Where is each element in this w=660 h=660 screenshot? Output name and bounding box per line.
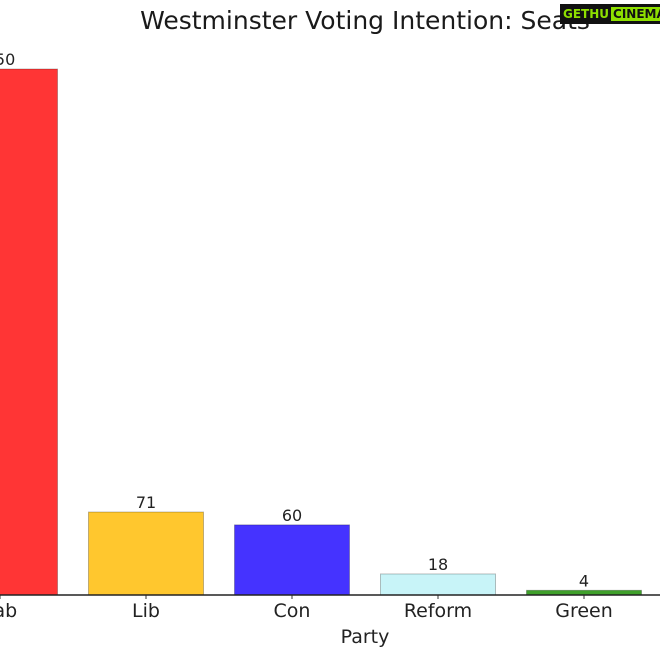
value-label-green: 4 [579,571,589,590]
value-label-lab: 450 [0,50,15,69]
bar-reform [380,573,496,596]
value-label-lib: 71 [136,493,156,512]
x-axis-label: Party [340,626,390,648]
x-tick-label-reform: Reform [404,600,472,622]
x-tick-label-lib: Lib [132,600,160,622]
watermark-text-right: CINEMA [611,7,660,21]
bars-group [0,68,642,596]
bar-lab [0,68,58,596]
chart-title: Westminster Voting Intention: Seats [140,6,590,35]
x-tick-label-green: Green [555,600,613,622]
value-label-con: 60 [282,506,302,525]
watermark-logo: GETHU CINEMA [560,4,660,24]
x-tick-label-con: Con [274,600,311,622]
value-label-reform: 18 [428,555,448,574]
value-labels-group: 450 71 60 18 4 [0,50,589,590]
watermark-text-left: GETHU [563,7,610,21]
bar-con [234,524,350,596]
bar-lib [88,511,204,596]
x-tick-label-lab: Lab [0,600,17,622]
x-tick-labels-group: Lab Lib Con Reform Green [0,595,613,622]
